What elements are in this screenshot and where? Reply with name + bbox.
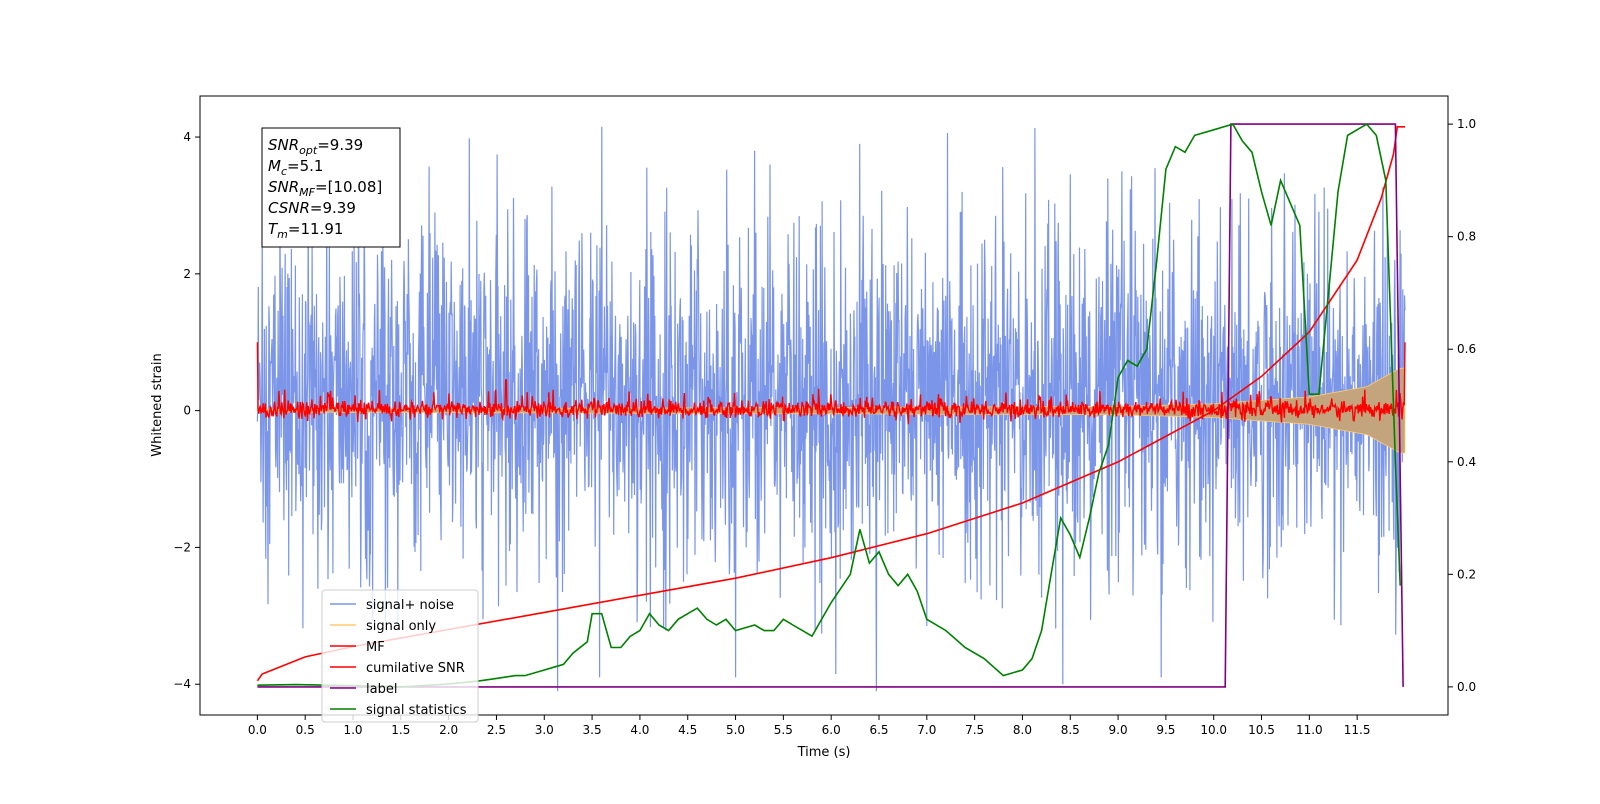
x-tick-label: 4.5 [678, 723, 697, 737]
legend-entry: MF [366, 640, 385, 655]
annotation-line: CSNR=9.39 [268, 199, 356, 217]
plot-frame [199, 95, 1449, 716]
y-tick-label: −2 [173, 540, 191, 554]
x-tick-label: 8.5 [1061, 723, 1080, 737]
x-tick-label: 1.0 [343, 723, 362, 737]
legend-entry: signal+ noise [366, 598, 454, 613]
series-mf [256, 342, 1406, 425]
x-tick-label: 7.5 [965, 723, 984, 737]
annotation-line: SNRopt=9.39 [268, 136, 363, 157]
y2-tick-label: 0.6 [1457, 342, 1476, 356]
x-tick-label: 8.0 [1013, 723, 1032, 737]
x-tick-label: 10.0 [1200, 723, 1227, 737]
series-signal-statistics [257, 123, 1401, 688]
legend-entry: signal only [366, 619, 436, 634]
x-tick-label: 5.5 [774, 723, 793, 737]
annotation-line: Tm=11.91 [268, 220, 343, 241]
legend-entry: signal statistics [366, 703, 467, 718]
x-tick-label: 1.5 [391, 723, 410, 737]
y-tick-label: 2 [183, 267, 191, 281]
y-axis-label: Whitened strain [150, 353, 165, 456]
x-tick-label: 10.5 [1248, 723, 1275, 737]
x-tick-label: 11.0 [1296, 723, 1323, 737]
x-tick-label: 5.0 [726, 723, 745, 737]
annotation-frame [261, 127, 401, 248]
y-tick-label: 0 [183, 404, 191, 418]
x-axis-label: Time (s) [797, 745, 851, 760]
x-tick-label: 9.5 [1156, 723, 1175, 737]
x-axis: 0.0 0.5 1.0 1.5 2.0 2.5 3.0 3.5 4.0 4.5 5.0 5.5 6.0 6… [248, 715, 1371, 737]
legend-entry: label [366, 682, 397, 697]
legend-frame [321, 589, 479, 723]
y2-tick-label: 0.2 [1457, 567, 1476, 581]
annotation-line: Mc=5.1 [268, 157, 323, 178]
legend-entry: cumilative SNR [366, 661, 465, 676]
x-tick-label: 0.0 [248, 723, 267, 737]
x-tick-label: 3.0 [535, 723, 554, 737]
x-tick-label: 0.5 [296, 723, 315, 737]
series-signal-plus-noise [256, 126, 1406, 692]
y2-tick-label: 0.8 [1457, 230, 1476, 244]
legend: signal+ noise signal only MF cumilative SNR… [321, 589, 479, 723]
y2-tick-label: 1.0 [1457, 117, 1476, 131]
x-tick-label: 6.5 [869, 723, 888, 737]
x-tick-label: 4.0 [630, 723, 649, 737]
y-tick-label: −4 [173, 677, 191, 691]
x-tick-label: 11.5 [1344, 723, 1371, 737]
x-tick-label: 3.5 [583, 723, 602, 737]
x-tick-label: 2.0 [439, 723, 458, 737]
y-axis-left: −4 −2 0 2 4 [173, 130, 200, 691]
x-tick-label: 2.5 [487, 723, 506, 737]
x-tick-label: 7.0 [917, 723, 936, 737]
y2-tick-label: 0.0 [1457, 680, 1476, 694]
x-tick-label: 9.0 [1109, 723, 1128, 737]
y2-tick-label: 0.4 [1457, 455, 1476, 469]
annotation-line: SNRMF=[10.08] [268, 178, 382, 199]
y-axis-right: 0.0 0.2 0.4 0.6 0.8 1.0 [1448, 117, 1476, 694]
x-tick-label: 6.0 [822, 723, 841, 737]
y-tick-label: 4 [183, 130, 191, 144]
